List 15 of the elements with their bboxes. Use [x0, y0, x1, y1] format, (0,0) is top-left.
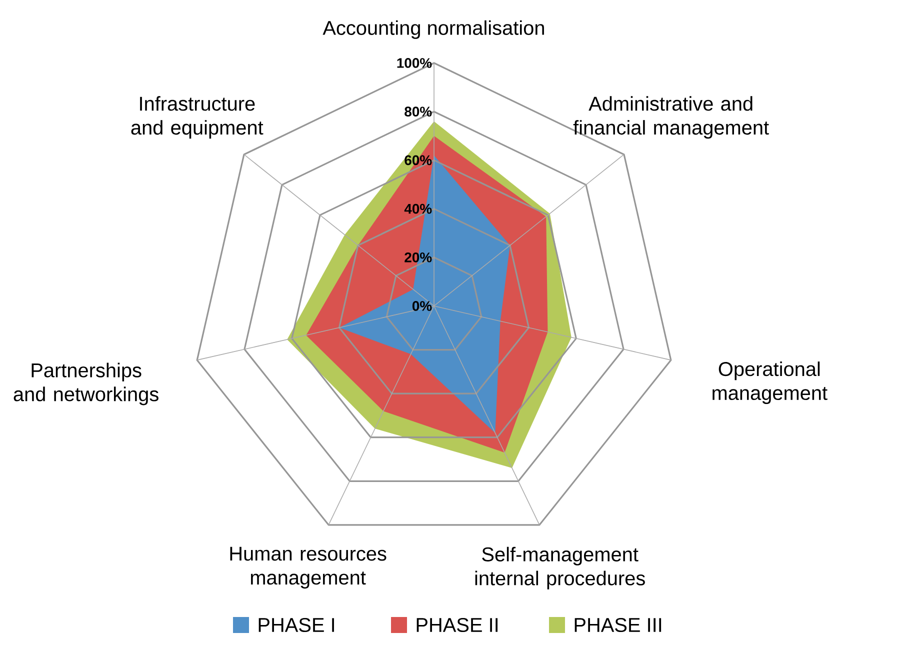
legend-label: PHASE III [574, 618, 662, 632]
y-tick-label: 20% [404, 252, 432, 262]
spoke-label: Operational management [712, 362, 828, 404]
legend-label: PHASE I [258, 618, 334, 632]
spoke-label: Administrative and financial management [573, 96, 769, 139]
spoke-label: Human resources management [230, 546, 386, 589]
y-tick-label: 80% [404, 106, 432, 117]
y-tick-label: 100% [397, 58, 432, 68]
spoke-label: Infrastructure and equipment [131, 96, 264, 139]
y-tick-label: 60% [404, 155, 432, 166]
legend-label: PHASE II [416, 618, 498, 632]
spoke-label: Partnerships and networkings [14, 362, 158, 406]
spoke-label: Self-management internal procedures [475, 546, 645, 590]
y-tick-label: 0% [412, 301, 432, 311]
spoke-label: Accounting normalisation [322, 20, 544, 39]
